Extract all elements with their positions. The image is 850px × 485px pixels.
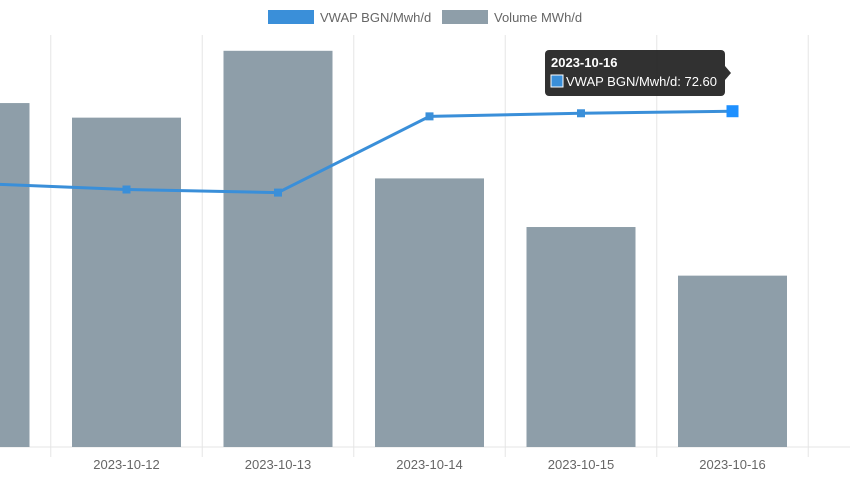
legend-swatch[interactable] (268, 10, 314, 24)
x-tick-label: 2023-10-13 (245, 457, 312, 472)
legend-label[interactable]: Volume MWh/d (494, 10, 582, 25)
x-tick-label: 2023-10-14 (396, 457, 463, 472)
tooltip-title: 2023-10-16 (551, 55, 618, 70)
volume-bar[interactable] (72, 117, 181, 447)
tooltip-swatch (550, 74, 564, 88)
x-tick-label: 2023-10-15 (548, 457, 615, 472)
legend-label[interactable]: VWAP BGN/Mwh/d (320, 10, 431, 25)
vwap-point-active[interactable] (726, 105, 739, 118)
tooltip: 2023-10-16 VWAP BGN/Mwh/d: 72.60 (545, 50, 731, 96)
tooltip-label: VWAP BGN/Mwh/d: 72.60 (566, 74, 717, 89)
volume-bar[interactable] (678, 275, 787, 447)
x-tick-label: 2023-10-12 (93, 457, 160, 472)
legend-swatch[interactable] (442, 10, 488, 24)
volume-bar[interactable] (375, 178, 484, 447)
vwap-point[interactable] (577, 109, 585, 118)
tooltip-box (545, 50, 725, 96)
vwap-point[interactable] (122, 185, 131, 194)
vwap-point[interactable] (425, 112, 434, 121)
volume-bar[interactable] (0, 103, 30, 448)
volume-bar[interactable] (526, 227, 636, 447)
x-tick-label: 2023-10-16 (699, 457, 766, 472)
tooltip-caret (725, 66, 731, 80)
vwap-line (0, 109, 733, 195)
vwap-point[interactable] (274, 188, 282, 197)
volume-bar[interactable] (223, 50, 333, 448)
